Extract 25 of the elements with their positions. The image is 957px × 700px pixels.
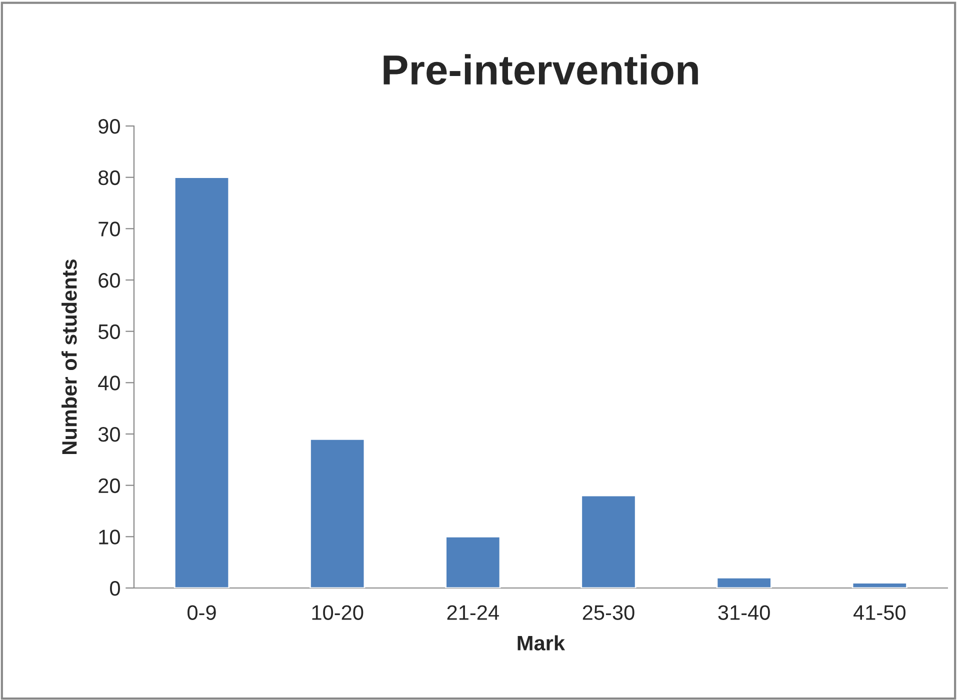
x-tick-label: 25-30 [582,605,634,620]
y-tick-label: 50 [98,324,120,340]
bar [174,176,230,588]
bar [445,536,501,588]
y-tick-label: 20 [98,478,120,494]
x-axis-title: Mark [518,635,566,650]
bar [310,438,366,588]
y-tick-label: 30 [98,427,120,442]
y-tick-label: 90 [98,119,120,134]
y-axis-title: Number of students [62,259,77,454]
x-tick-label: 0-9 [188,605,216,620]
y-tick-label: 0 [110,581,120,596]
y-tick-label: 10 [99,530,120,544]
bar [852,582,908,588]
y-tick-label: 70 [98,222,120,236]
y-tick-label: 60 [98,273,120,288]
y-tick-label: 40 [98,376,120,390]
x-tick-label: 41-50 [853,605,906,620]
x-tick-label: 10-20 [312,605,364,620]
y-tick-label: 80 [98,170,120,186]
bar [716,577,772,588]
x-tick-label: 21-24 [447,605,499,620]
chart-title: Pre-intervention [384,54,698,85]
x-tick-label: 31-40 [718,605,770,620]
bar [580,494,636,588]
